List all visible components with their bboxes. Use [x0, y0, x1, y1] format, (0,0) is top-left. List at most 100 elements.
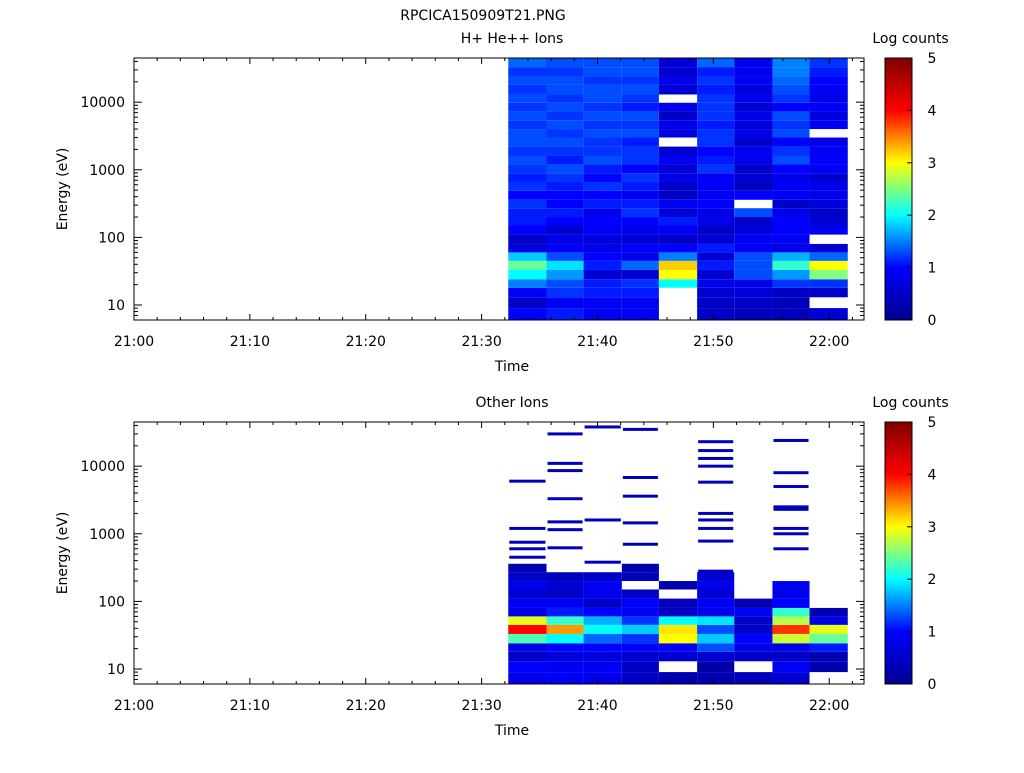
heatmap-cell — [697, 279, 735, 288]
heatmap-cell — [621, 199, 659, 209]
heatmap-cell — [546, 120, 584, 130]
heatmap-cell — [697, 146, 735, 156]
y-tick-label: 10 — [107, 298, 125, 314]
heatmap-cell — [583, 217, 622, 226]
heatmap-cell — [697, 120, 735, 130]
sparse-line — [773, 471, 809, 475]
sparse-line — [698, 518, 734, 522]
colorbar-tick-label: 0 — [928, 313, 937, 329]
heatmap-cell — [658, 208, 698, 218]
heatmap-cell — [809, 111, 848, 121]
heatmap-cell — [621, 173, 659, 182]
heatmap-cell — [772, 607, 810, 617]
heatmap-cell — [734, 651, 773, 662]
heatmap-cell — [508, 155, 547, 165]
heatmap-cell — [809, 208, 848, 218]
sparse-line — [509, 479, 546, 483]
heatmap-cell — [809, 173, 848, 182]
heatmap-cell — [508, 164, 547, 174]
heatmap-cell — [508, 563, 547, 573]
heatmap-cell — [621, 633, 659, 644]
heatmap-cell — [809, 94, 848, 103]
heatmap-cell — [772, 672, 810, 684]
panel-title: H+ He++ Ions — [461, 31, 564, 47]
heatmap-cell — [583, 67, 622, 77]
heatmap-cell — [734, 234, 773, 244]
heatmap-cell — [583, 308, 622, 320]
heatmap-cell — [658, 581, 698, 590]
heatmap-cell — [583, 633, 622, 644]
heatmap-cell — [697, 217, 735, 226]
heatmap-cell — [658, 672, 698, 684]
heatmap-cell — [658, 67, 698, 77]
heatmap-cell — [508, 234, 547, 244]
heatmap-cell — [697, 76, 735, 85]
sparse-line — [773, 505, 809, 509]
heatmap-cell — [809, 287, 848, 298]
heatmap-cell — [697, 129, 735, 138]
heatmap-cell — [508, 225, 547, 235]
sparse-line — [698, 539, 734, 543]
heatmap-cell — [809, 190, 848, 200]
sparse-line — [584, 518, 621, 522]
heatmap-cell — [658, 607, 698, 617]
heatmap-cell — [583, 155, 622, 165]
heatmap-cell — [621, 297, 659, 309]
heatmap-cell — [772, 297, 810, 309]
heatmap-cell — [546, 633, 584, 644]
y-tick-label: 1000 — [89, 527, 125, 543]
x-tick-label: 21:10 — [230, 698, 270, 714]
heatmap-cell — [772, 234, 810, 244]
heatmap-cell — [658, 84, 698, 95]
heatmap-cell — [508, 607, 547, 617]
y-tick-label: 1000 — [89, 163, 125, 179]
heatmap-cell — [772, 279, 810, 288]
heatmap-cell — [658, 164, 698, 174]
heatmap-cell — [583, 173, 622, 182]
sparse-line — [773, 507, 809, 511]
heatmap-cell — [734, 181, 773, 191]
heatmap-cell — [546, 616, 584, 625]
heatmap-cell — [697, 199, 735, 209]
heatmap-cell — [697, 94, 735, 103]
heatmap-cell — [583, 589, 622, 599]
heatmap-cell — [697, 287, 735, 298]
heatmap-cell — [583, 94, 622, 103]
sparse-line — [622, 475, 658, 479]
heatmap-cell — [658, 146, 698, 156]
colorbar-tick-label: 2 — [928, 572, 937, 588]
heatmap-cell — [772, 598, 810, 608]
heatmap-cell — [508, 633, 547, 644]
heatmap-cell — [546, 607, 584, 617]
heatmap-cell — [583, 102, 622, 112]
heatmap-cell — [508, 260, 547, 270]
heatmap-cell — [658, 269, 698, 280]
heatmap-cell — [546, 173, 584, 182]
sparse-line — [773, 485, 809, 489]
colorbar — [884, 421, 913, 685]
heatmap-cell — [508, 651, 547, 662]
heatmap-cell — [772, 308, 810, 320]
x-tick-label: 21:40 — [577, 334, 617, 350]
heatmap-cell — [546, 155, 584, 165]
heatmap-cell — [697, 297, 735, 309]
heatmap-cell — [697, 260, 735, 270]
heatmap-cells — [508, 563, 848, 684]
y-tick-label: 10000 — [80, 459, 125, 475]
heatmap-cell — [809, 84, 848, 95]
heatmap-cell — [809, 225, 848, 235]
heatmap-cell — [697, 190, 735, 200]
sparse-line — [622, 542, 658, 546]
sparse-line — [622, 427, 658, 431]
heatmap-cell — [772, 94, 810, 103]
heatmap-cell — [546, 58, 584, 68]
sparse-line — [547, 546, 583, 550]
heatmap-cell — [772, 633, 810, 644]
sparse-line — [622, 494, 658, 498]
sparse-line — [547, 497, 583, 501]
heatmap-cell — [809, 146, 848, 156]
heatmap-cell — [583, 269, 622, 280]
heatmap-cell — [546, 672, 584, 684]
heatmap-cell — [772, 102, 810, 112]
